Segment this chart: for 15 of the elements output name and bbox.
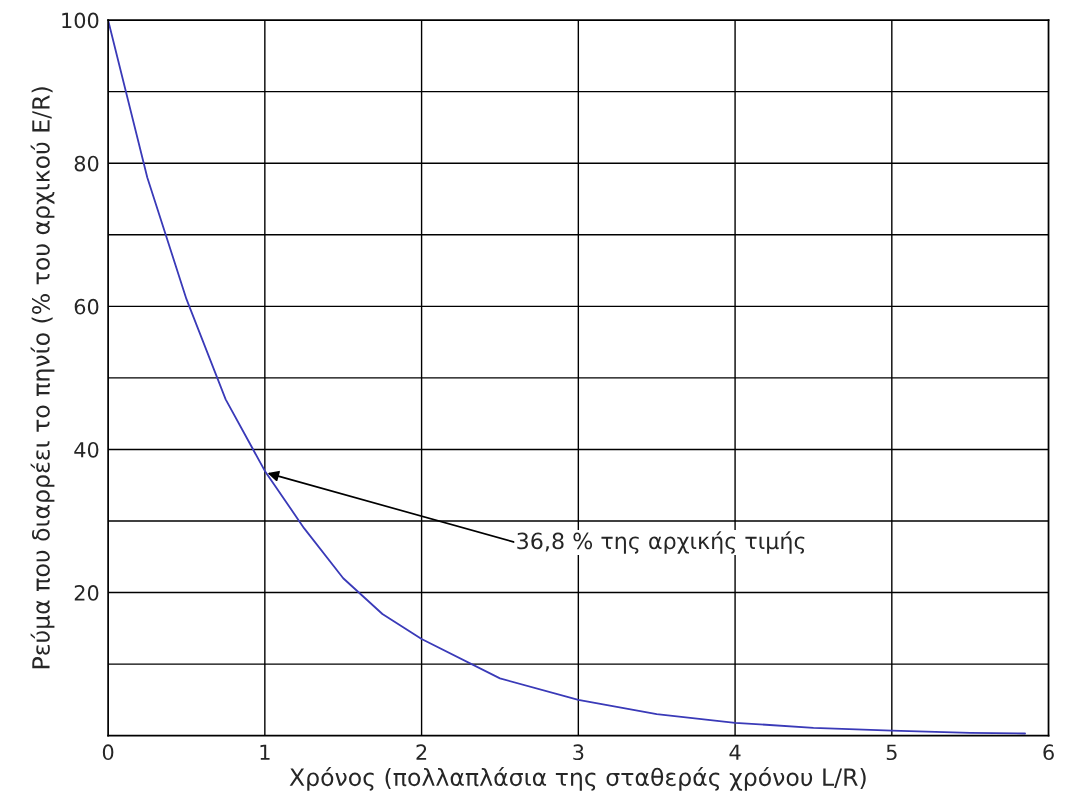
y-tick-label: 100 (62, 12, 99, 29)
x-tick-label: 3 (573, 744, 584, 761)
y-axis-title: Ρεύμα που διαρρέει το πηνίο (% του αρχικού E/R) (30, 87, 55, 669)
y-tick-label: 20 (74, 585, 99, 601)
x-tick-label: 5 (886, 744, 897, 761)
x-tick-label: 2 (416, 744, 427, 760)
y-tick-label: 40 (74, 441, 99, 458)
x-tick-label: 0 (102, 744, 114, 761)
x-tick-label: 1 (260, 744, 270, 760)
annotation: 36,8 % της αρχικής τιμής (517, 531, 805, 554)
y-tick-label: 80 (74, 155, 99, 172)
x-tick-label: 4 (729, 744, 741, 760)
y-tick-label: 60 (74, 298, 99, 315)
x-axis-title: Χρόνος (πολλαπλάσια της σταθεράς χρόνου L/R) (289, 766, 866, 791)
x-tick-label: 6 (1043, 744, 1054, 761)
